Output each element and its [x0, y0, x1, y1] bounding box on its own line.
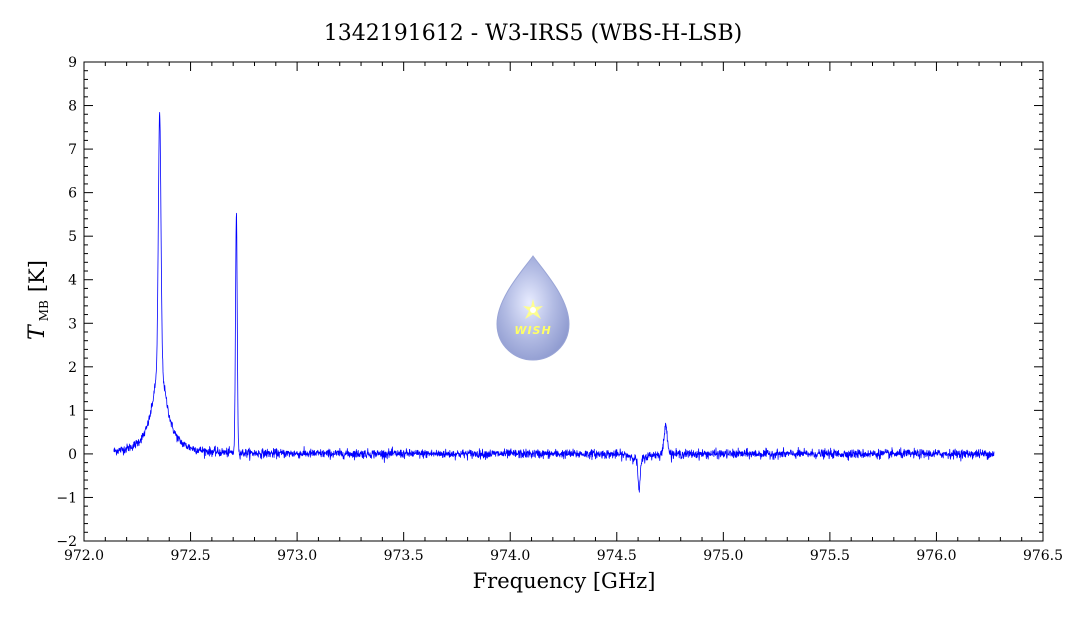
- y-tick-label: 2: [68, 360, 77, 376]
- y-tick-label: 0: [68, 447, 77, 463]
- x-tick-label: 972.0: [64, 548, 104, 564]
- x-tick-label: 975.0: [703, 548, 743, 564]
- wish-logo: WISH: [496, 255, 570, 361]
- x-tick-label: 976.0: [916, 548, 956, 564]
- axis-tick-labels: 972.0 972.5 973.0 973.5 974.0 974.5 975.0 975.5…: [56, 55, 1063, 564]
- x-tick-label: 975.5: [810, 548, 850, 564]
- x-tick-label: 974.5: [597, 548, 637, 564]
- x-tick-label: 973.0: [277, 548, 317, 564]
- x-tick-label: 976.5: [1023, 548, 1063, 564]
- y-tick-label: −1: [56, 490, 77, 506]
- x-tick-label: 974.0: [490, 548, 530, 564]
- svg-text:T MB [K]: T MB [K]: [25, 260, 52, 340]
- chart-title: 1342191612 - W3-IRS5 (WBS-H-LSB): [324, 21, 742, 46]
- y-axis-label: T MB [K]: [25, 260, 52, 340]
- x-axis-label: Frequency [GHz]: [473, 569, 656, 593]
- y-axis-label-symbol: T: [25, 323, 50, 340]
- y-tick-label: 7: [68, 142, 77, 158]
- y-tick-label: −2: [56, 534, 77, 550]
- y-tick-label: 5: [68, 229, 77, 245]
- star-icon: [523, 299, 543, 319]
- logo-text: WISH: [514, 324, 551, 337]
- plot-frame: [83, 61, 1044, 542]
- y-tick-label: 8: [68, 99, 77, 115]
- y-axis-label-subscript: MB: [37, 300, 51, 321]
- x-tick-label: 972.5: [171, 548, 211, 564]
- y-tick-label: 3: [68, 316, 77, 332]
- spectrum-series-line: [113, 111, 995, 493]
- y-tick-label: 6: [68, 186, 77, 202]
- y-tick-label: 1: [68, 403, 77, 419]
- x-tick-label: 973.5: [384, 548, 424, 564]
- y-tick-label: 4: [68, 273, 77, 289]
- y-tick-label: 9: [68, 55, 77, 71]
- axis-ticks: [83, 61, 1044, 542]
- y-axis-label-unit: [K]: [25, 260, 49, 292]
